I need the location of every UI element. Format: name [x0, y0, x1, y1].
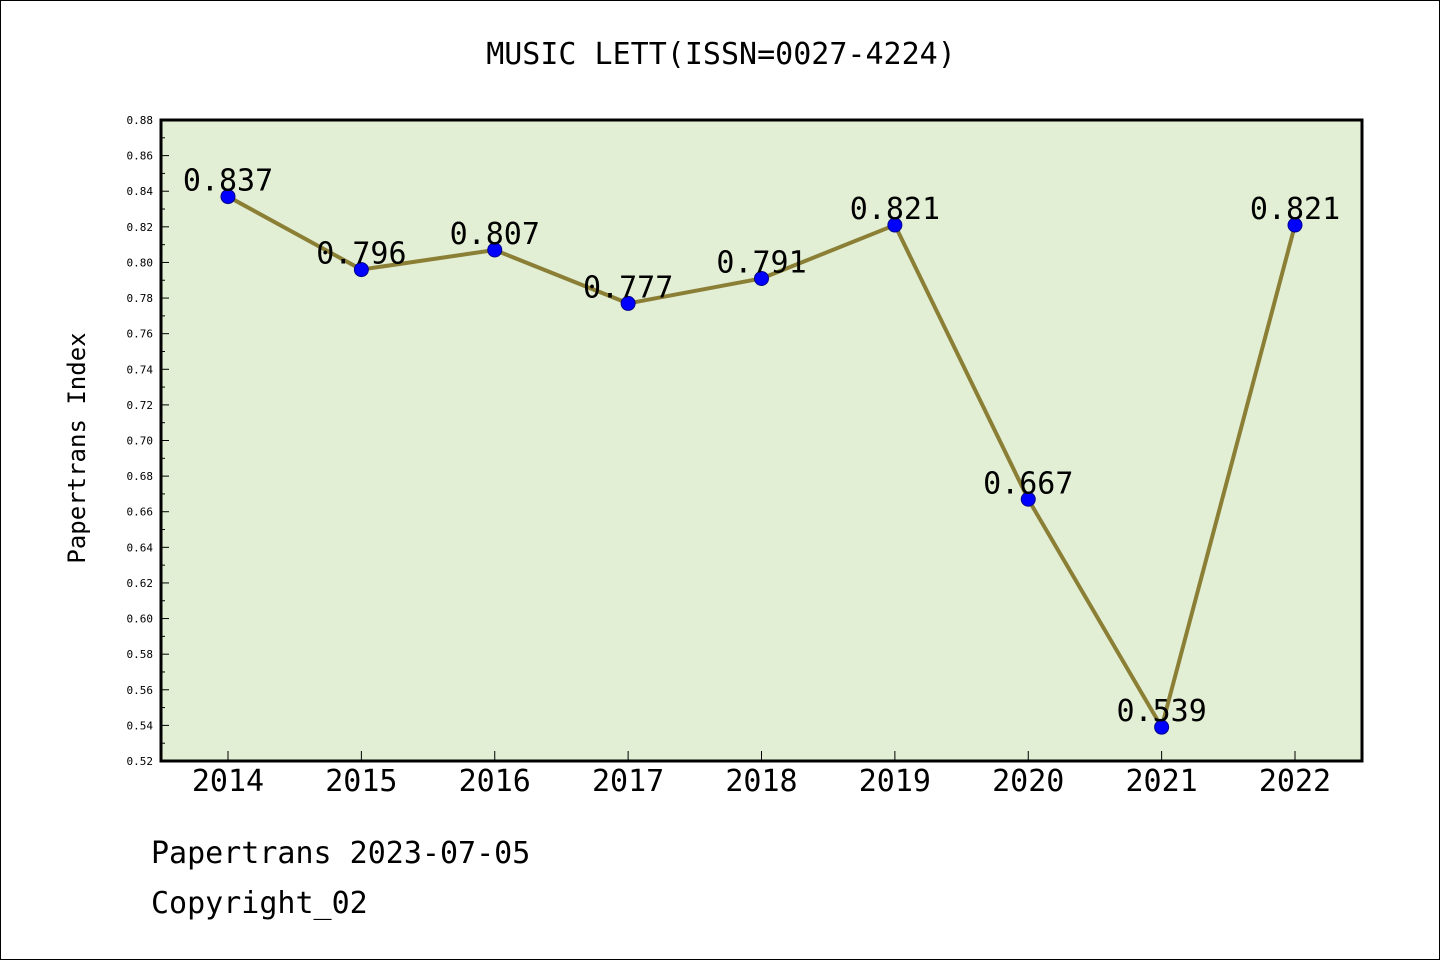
data-point — [1020, 491, 1036, 507]
data-point — [754, 270, 769, 286]
y-tick-label: 0.82 — [127, 221, 154, 234]
data-label: 0.777 — [583, 270, 673, 305]
y-tick-label: 0.56 — [127, 684, 154, 697]
y-tick-label: 0.78 — [127, 292, 154, 305]
y-tick-label: 0.74 — [127, 363, 154, 376]
data-point — [887, 217, 903, 233]
chart-title: MUSIC LETT(ISSN=0027-4224) — [486, 37, 956, 72]
y-tick-label: 0.70 — [127, 435, 154, 448]
y-tick-label: 0.84 — [127, 185, 154, 198]
data-label: 0.821 — [1250, 192, 1340, 227]
y-tick-label: 0.76 — [127, 328, 154, 341]
data-point — [620, 295, 636, 311]
x-tick-label: 2017 — [592, 764, 664, 799]
data-point — [1154, 719, 1170, 735]
data-labels: 0.837 0.796 0.807 0.777 0.791 0.821 0.667 0.539… — [183, 164, 1340, 730]
y-tick-label: 0.68 — [127, 470, 154, 483]
data-label: 0.837 — [183, 164, 273, 199]
x-tick-label: 2016 — [459, 764, 531, 799]
plot-area — [159, 118, 1364, 763]
data-label: 0.821 — [850, 192, 940, 227]
y-tick-label: 0.72 — [127, 399, 154, 412]
y-axis-label: Papertrans Index — [63, 332, 91, 563]
y-tick-label: 0.86 — [127, 150, 154, 163]
data-point — [220, 189, 236, 205]
y-tick-label: 0.52 — [127, 755, 154, 768]
y-axis: 0.52 0.54 0.56 0.58 0.60 0.62 0.64 0.66 0.68 0.70… — [127, 114, 169, 768]
data-label: 0.539 — [1116, 694, 1206, 729]
series-markers — [220, 189, 1303, 735]
data-point — [1287, 217, 1303, 233]
data-point — [487, 242, 503, 258]
data-label: 0.796 — [316, 237, 406, 272]
y-tick-label: 0.66 — [127, 506, 154, 519]
data-label: 0.667 — [983, 466, 1073, 501]
footer-date: Papertrans 2023-07-05 — [151, 836, 531, 871]
data-point — [353, 262, 369, 278]
x-tick-label: 2019 — [859, 764, 931, 799]
x-tick-label: 2018 — [725, 764, 797, 799]
y-tick-label: 0.62 — [127, 577, 154, 590]
y-tick-label: 0.64 — [127, 541, 154, 554]
x-tick-label: 2015 — [325, 764, 397, 799]
x-axis: 2014 2015 2016 2017 2018 2019 2020 2021 2022 — [192, 751, 1331, 799]
data-label: 0.807 — [450, 217, 540, 252]
footer-copyright: Copyright_02 — [151, 886, 368, 921]
x-tick-label: 2022 — [1259, 764, 1331, 799]
y-tick-label: 0.60 — [127, 613, 154, 626]
y-tick-label: 0.54 — [127, 719, 154, 732]
data-label: 0.791 — [716, 245, 806, 280]
x-tick-label: 2021 — [1126, 764, 1198, 799]
y-tick-label: 0.80 — [127, 256, 154, 269]
x-tick-label: 2020 — [992, 764, 1064, 799]
y-tick-label: 0.58 — [127, 648, 154, 661]
x-tick-label: 2014 — [192, 764, 264, 799]
y-tick-label: 0.88 — [127, 114, 154, 127]
